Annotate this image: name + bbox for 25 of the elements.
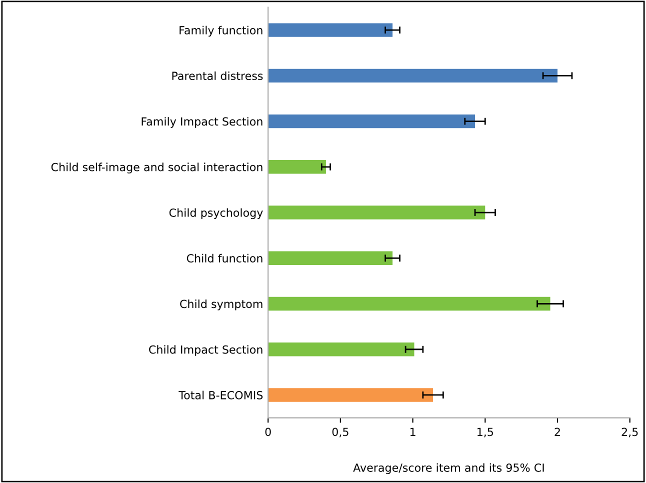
- x-axis-title: Average/score item and its 95% CI: [353, 463, 544, 474]
- y-tick-label: Family Impact Section: [142, 117, 262, 128]
- y-tick-label: Family function: [180, 26, 262, 37]
- y-tick-label: Child psychology: [169, 208, 263, 220]
- bar: [268, 296, 550, 311]
- bar: [268, 160, 326, 174]
- y-tick-label: Total B-ECOMIS: [178, 390, 263, 400]
- x-tick-label: 0,5: [332, 428, 348, 438]
- y-tick-label: Child function: [186, 254, 262, 263]
- x-tick-label: 2,5: [622, 428, 638, 438]
- bar: [268, 388, 434, 402]
- y-tick-label: Child Impact Section: [149, 345, 262, 356]
- bar: [268, 114, 476, 128]
- bar: [268, 68, 558, 83]
- y-tick-label: Child symptom: [180, 300, 262, 310]
- bar: [268, 23, 393, 37]
- x-tick-label: 1,5: [478, 428, 494, 438]
- x-tick-label: 2: [554, 428, 560, 436]
- bar: [268, 206, 486, 220]
- x-tick-label: 0: [265, 428, 271, 436]
- bar: [268, 342, 414, 356]
- y-tick-label: Child self-image and social interaction: [51, 162, 262, 174]
- y-tick-label: Parental distress: [172, 71, 263, 80]
- bar: [268, 251, 393, 265]
- x-tick-label: 1: [410, 428, 416, 436]
